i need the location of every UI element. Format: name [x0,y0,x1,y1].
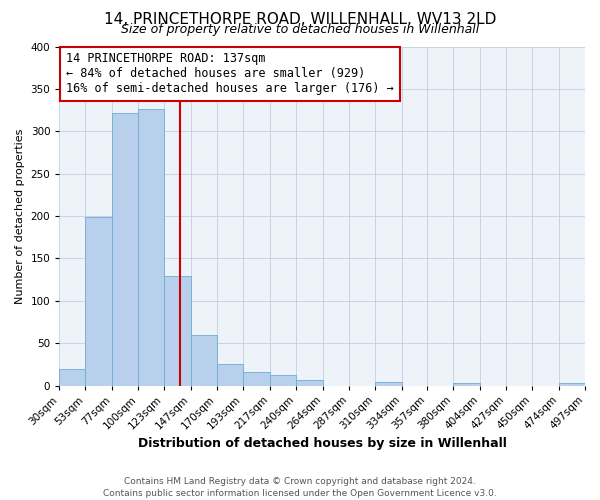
Bar [138,109,164,386]
Bar [454,383,481,386]
Y-axis label: Number of detached properties: Number of detached properties [15,128,25,304]
Bar [59,370,85,386]
Bar [559,383,585,386]
Text: 14 PRINCETHORPE ROAD: 137sqm
← 84% of detached houses are smaller (929)
16% of s: 14 PRINCETHORPE ROAD: 137sqm ← 84% of de… [66,52,394,96]
Bar [164,276,191,386]
X-axis label: Distribution of detached houses by size in Willenhall: Distribution of detached houses by size … [138,437,506,450]
Bar [270,374,296,386]
Bar [243,372,270,386]
Bar [85,217,112,386]
Bar [112,114,138,386]
Bar [374,382,401,386]
Text: 14, PRINCETHORPE ROAD, WILLENHALL, WV13 2LD: 14, PRINCETHORPE ROAD, WILLENHALL, WV13 … [104,12,496,28]
Text: Contains HM Land Registry data © Crown copyright and database right 2024.
Contai: Contains HM Land Registry data © Crown c… [103,476,497,498]
Bar [296,380,323,386]
Text: Size of property relative to detached houses in Willenhall: Size of property relative to detached ho… [121,22,479,36]
Bar [191,334,217,386]
Bar [217,364,243,386]
